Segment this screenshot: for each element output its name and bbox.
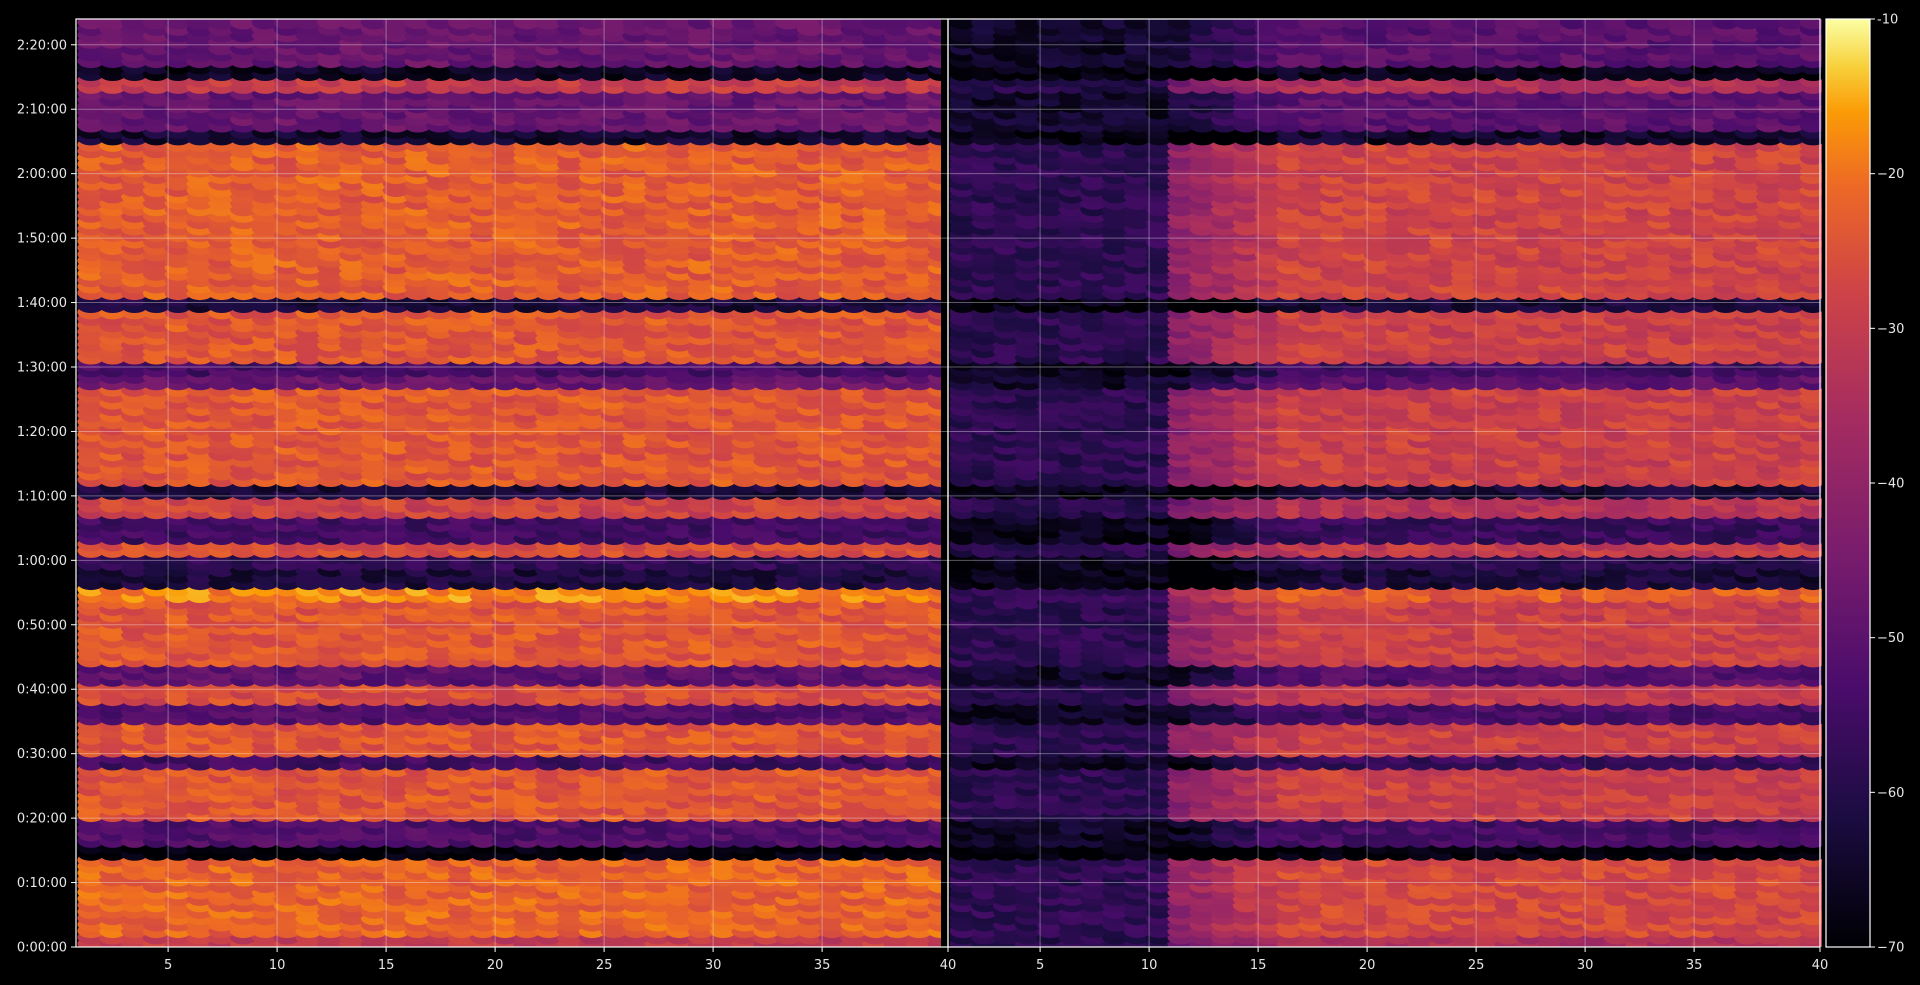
heatmap-panel-left (77, 19, 941, 947)
heatmap-cells-left (77, 19, 941, 947)
